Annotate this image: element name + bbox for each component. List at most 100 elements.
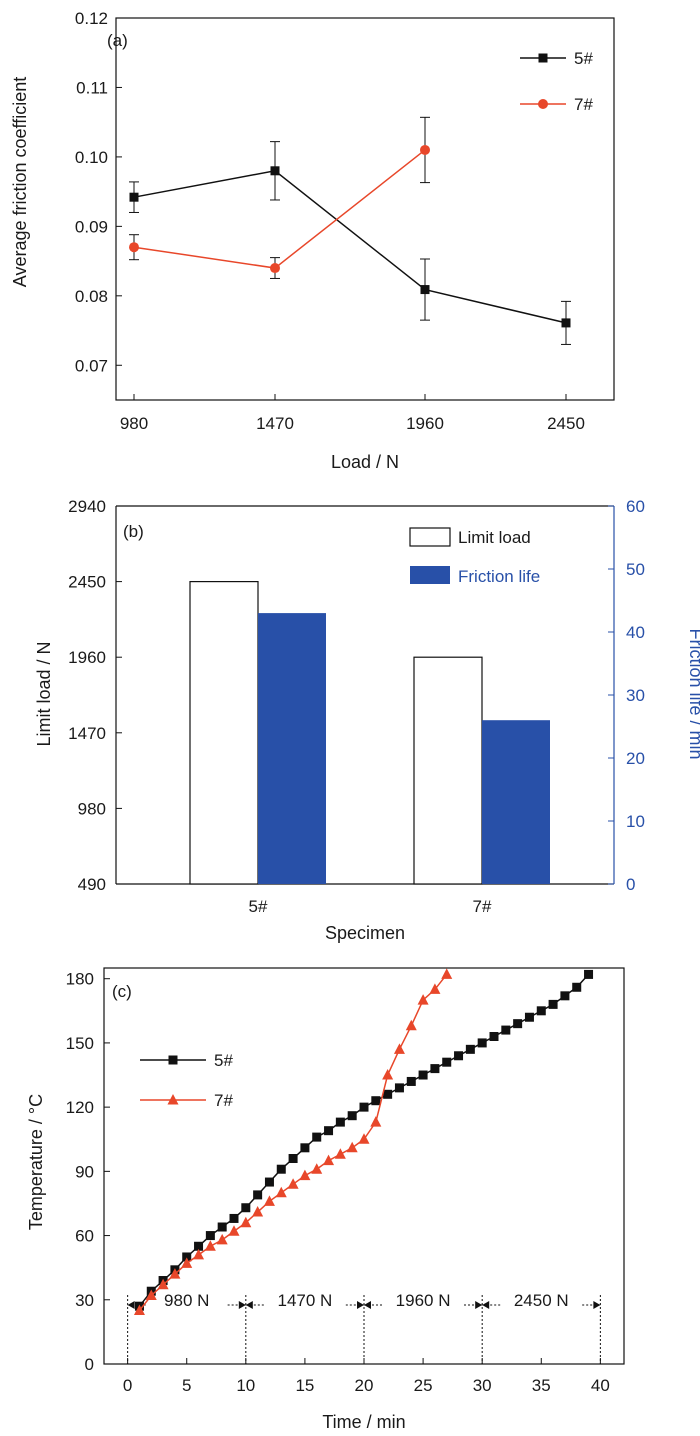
y-tick-label: 150 xyxy=(66,1034,94,1053)
segment-label-bg xyxy=(264,1292,345,1310)
y2-tick-label: 10 xyxy=(626,812,645,831)
data-point xyxy=(299,1169,311,1181)
arrow-left-icon xyxy=(482,1301,490,1309)
x-tick-label: 35 xyxy=(532,1376,551,1395)
data-point xyxy=(430,1064,440,1074)
arrow-right-icon xyxy=(593,1301,601,1309)
y-tick-label: 60 xyxy=(75,1227,94,1246)
panel-label: (a) xyxy=(107,31,128,50)
y-tick-label: 2940 xyxy=(68,497,106,516)
data-point xyxy=(229,1213,239,1223)
legend-label: 5# xyxy=(214,1051,233,1070)
segment-label-bg xyxy=(383,1292,464,1310)
data-point xyxy=(441,968,453,979)
data-point xyxy=(216,1233,228,1245)
legend-label: 5# xyxy=(574,49,593,68)
legend-marker xyxy=(168,1055,178,1065)
series-line xyxy=(133,169,567,324)
y-tick-label: 0.10 xyxy=(75,148,108,167)
data-point xyxy=(312,1132,322,1142)
arrow-right-icon xyxy=(475,1301,483,1309)
data-point xyxy=(129,242,139,253)
segment-label: 1470 N xyxy=(277,1291,332,1310)
data-point xyxy=(182,1252,192,1262)
data-point xyxy=(560,991,570,1001)
arrow-right-icon xyxy=(238,1301,246,1309)
data-point xyxy=(264,1177,274,1187)
y-tick-label: 980 xyxy=(78,799,106,818)
segment-label: 1960 N xyxy=(396,1291,451,1310)
legend: 5# 7# xyxy=(520,49,593,114)
data-point xyxy=(270,166,280,176)
arrow-left-icon xyxy=(245,1301,253,1309)
y-axis-label: Average friction coefficient xyxy=(10,77,30,287)
panel-a: (a) 0.07 0.08 0.09 0.10 0.11 0.12 980 1470 1960 24… xyxy=(10,9,615,472)
segment-label-bg xyxy=(501,1292,582,1310)
load-segment: 980 N xyxy=(127,1291,246,1310)
x-tick-label: 0 xyxy=(123,1376,132,1395)
data-point xyxy=(477,1038,487,1048)
data-point xyxy=(489,1031,499,1041)
data-point xyxy=(418,1070,428,1080)
x-tick-label: 15 xyxy=(295,1376,314,1395)
y-tick-label: 0 xyxy=(85,1355,94,1374)
data-point xyxy=(513,1019,523,1029)
data-point xyxy=(193,1248,205,1260)
legend: Limit load Friction life xyxy=(409,527,540,586)
data-point xyxy=(405,1019,417,1031)
y-tick-label: 0.08 xyxy=(75,287,108,306)
data-point xyxy=(287,1178,299,1189)
x-axis-label: Load / N xyxy=(331,452,399,472)
legend-label: 7# xyxy=(214,1091,233,1110)
data-point xyxy=(358,1133,370,1144)
segment-label: 980 N xyxy=(164,1291,209,1310)
data-point xyxy=(370,1116,382,1127)
data-point xyxy=(420,285,430,295)
x-tick-label: 5 xyxy=(182,1376,191,1395)
data-point xyxy=(300,1143,310,1153)
data-point xyxy=(501,1025,511,1035)
data-point xyxy=(382,1069,394,1080)
y-tick-label: 0.11 xyxy=(76,78,108,97)
y2-tick-label: 20 xyxy=(626,749,645,768)
y-tick-label: 180 xyxy=(66,970,94,989)
data-point xyxy=(157,1278,169,1290)
panel-b: (b) 490 980 1470 1960 2450 2940 0 10 20 30 40 50 60 5#… xyxy=(34,497,700,943)
data-point xyxy=(276,1164,286,1174)
x-tick-label: 25 xyxy=(414,1376,433,1395)
legend-label: Limit load xyxy=(458,528,531,547)
data-point xyxy=(324,1126,334,1136)
panel-label: (c) xyxy=(112,982,132,1001)
series-5# xyxy=(134,969,594,1311)
panel-label: (b) xyxy=(123,522,144,541)
y-tick-label: 90 xyxy=(75,1162,94,1181)
legend-marker xyxy=(538,99,548,109)
data-point xyxy=(205,1231,215,1241)
data-point xyxy=(359,1102,369,1112)
y-tick-label: 490 xyxy=(78,875,106,894)
x-tick-label: 2450 xyxy=(547,414,585,433)
data-point xyxy=(169,1268,181,1279)
data-point xyxy=(263,1195,275,1206)
legend-label: Friction life xyxy=(458,567,540,586)
data-point xyxy=(548,999,558,1009)
y-axis-label: Limit load / N xyxy=(34,641,54,746)
data-point xyxy=(133,1304,145,1315)
y-tick-label: 0.09 xyxy=(75,217,108,236)
plot-frame xyxy=(115,17,615,401)
segment-label: 2450 N xyxy=(514,1291,569,1310)
data-point xyxy=(145,1289,157,1301)
data-point xyxy=(270,263,280,274)
legend-swatch-friction-life xyxy=(410,566,450,584)
data-point xyxy=(241,1203,251,1213)
series-5# xyxy=(129,141,571,345)
data-point xyxy=(465,1044,475,1054)
y2-tick-label: 30 xyxy=(626,686,645,705)
data-point xyxy=(572,982,582,992)
data-point xyxy=(217,1222,227,1232)
legend-marker xyxy=(538,53,548,63)
data-point xyxy=(383,1089,393,1099)
data-point xyxy=(288,1154,298,1164)
